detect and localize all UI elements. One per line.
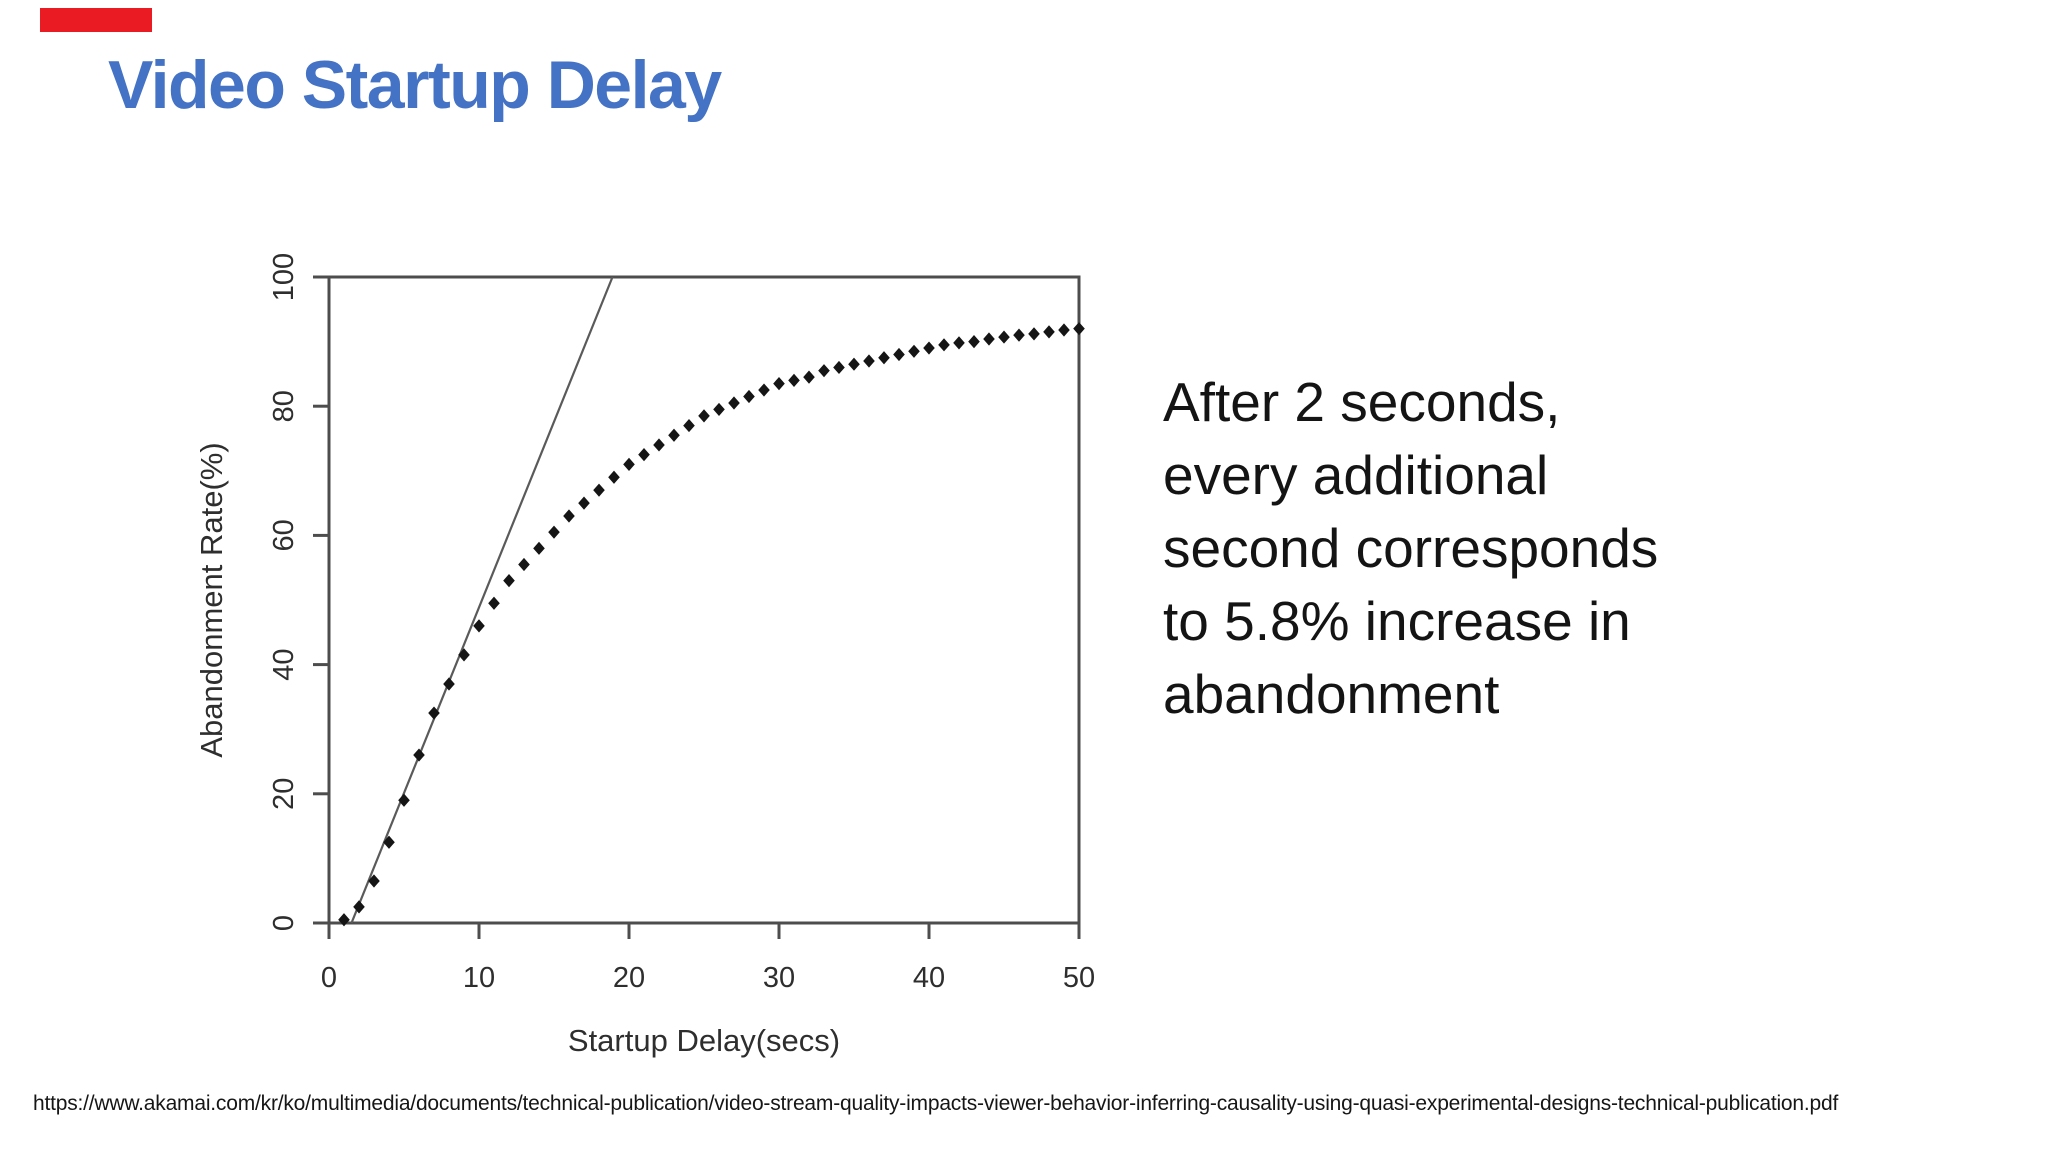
y-tick-label: 80 — [268, 390, 300, 422]
data-point — [608, 470, 620, 484]
data-point — [338, 913, 350, 927]
data-point — [893, 347, 905, 362]
annotation-line: After 2 seconds, — [1163, 371, 1561, 433]
source-url: https://www.akamai.com/kr/ko/multimedia/… — [33, 1092, 1839, 1115]
x-axis: 0 10 20 30 40 50 Startup Delay(secs) — [321, 923, 1095, 1058]
x-tick-label: 10 — [463, 962, 495, 994]
x-tick-label: 40 — [913, 962, 945, 994]
annotation-line: second corresponds — [1163, 517, 1659, 579]
data-point — [413, 748, 425, 762]
data-point — [953, 336, 965, 350]
data-point — [653, 438, 665, 452]
data-point — [683, 418, 695, 433]
data-point — [548, 525, 560, 539]
x-tick-label: 50 — [1063, 962, 1095, 994]
data-point — [503, 574, 515, 588]
data-point — [353, 900, 365, 914]
y-axis: 0 20 40 60 80 100 Abandonment Rate(%) — [194, 253, 329, 931]
data-point — [743, 389, 755, 404]
data-point — [878, 351, 890, 365]
data-point — [1058, 323, 1070, 337]
data-point — [998, 330, 1010, 344]
data-point — [638, 448, 650, 462]
data-point — [488, 596, 500, 610]
data-point — [593, 483, 605, 497]
x-tick-label: 0 — [321, 962, 337, 994]
scatter-points — [338, 322, 1085, 927]
data-point — [473, 619, 485, 633]
data-point — [833, 360, 845, 375]
data-point — [428, 706, 440, 720]
annotation-line: to 5.8% increase in — [1163, 590, 1631, 652]
data-point — [1028, 327, 1040, 341]
y-tick-label: 100 — [268, 253, 300, 301]
data-point — [1073, 322, 1085, 336]
data-point — [398, 793, 410, 807]
data-point — [1013, 328, 1025, 342]
data-point — [1043, 325, 1055, 339]
data-point — [623, 457, 635, 471]
y-tick-label: 20 — [268, 778, 300, 810]
data-point — [698, 409, 710, 423]
trend-line — [350, 276, 614, 924]
data-point — [818, 364, 830, 378]
data-point — [983, 332, 995, 346]
x-tick-label: 30 — [763, 962, 795, 994]
data-point — [848, 357, 860, 371]
x-tick-label: 20 — [613, 962, 645, 994]
data-point — [938, 338, 950, 352]
slide-title: Video Startup Delay — [108, 47, 722, 123]
y-axis-title: Abandonment Rate(%) — [194, 442, 229, 757]
data-point — [668, 428, 680, 442]
y-tick-label: 60 — [268, 519, 300, 551]
data-point — [518, 557, 530, 572]
data-point — [758, 383, 770, 397]
annotation-text: After 2 seconds, every additional second… — [1163, 366, 1658, 731]
y-tick-label: 0 — [268, 915, 300, 931]
data-point — [533, 541, 545, 555]
red-accent-bar — [40, 8, 152, 32]
data-point — [773, 376, 785, 391]
data-point — [923, 341, 935, 355]
y-tick-label: 40 — [268, 648, 300, 680]
data-point — [443, 677, 455, 691]
data-point — [788, 373, 800, 387]
data-point — [968, 335, 980, 349]
data-point — [728, 396, 740, 410]
annotation-line: every additional — [1163, 444, 1549, 506]
data-point — [803, 370, 815, 384]
data-point — [383, 835, 395, 849]
data-point — [713, 402, 725, 417]
data-point — [578, 496, 590, 510]
data-point — [563, 509, 575, 523]
data-point — [458, 648, 470, 662]
annotation-line: abandonment — [1163, 663, 1500, 725]
data-point — [368, 874, 380, 888]
x-axis-title: Startup Delay(secs) — [568, 1023, 840, 1058]
data-point — [908, 344, 920, 358]
data-point — [863, 354, 875, 368]
plot-box — [327, 275, 1081, 925]
